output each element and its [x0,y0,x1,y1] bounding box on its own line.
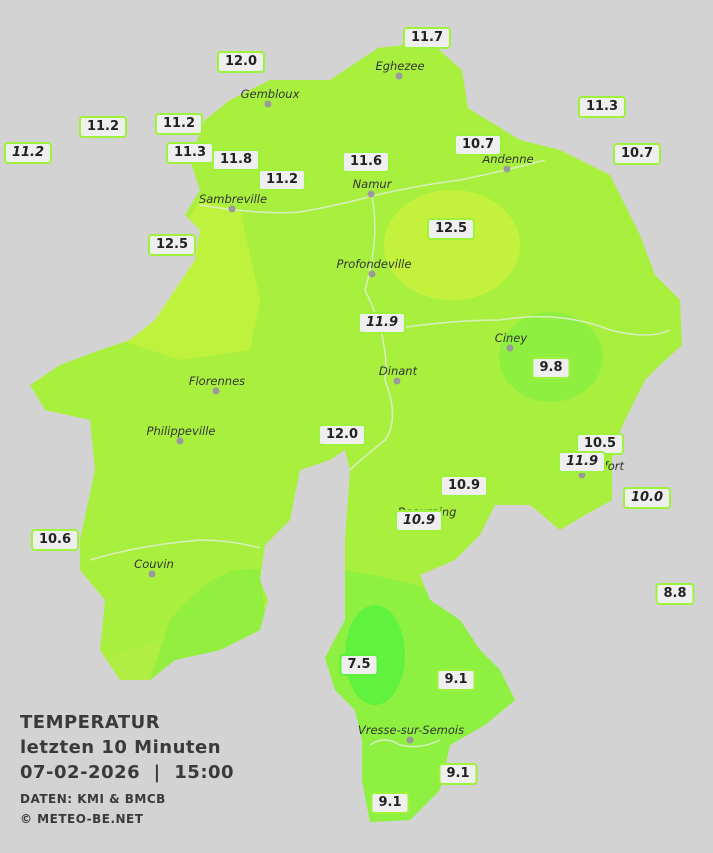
station-value: 11.8 [211,149,261,171]
station-value: 10.6 [30,529,80,551]
legend-copyright: © METEO-BE.NET [20,812,144,826]
station-value: 10.0 [622,487,672,509]
river [384,315,671,336]
city-dot [395,72,403,80]
station-value: 12.5 [426,218,476,240]
city-label: Namur [352,177,392,191]
city-dot [212,387,220,395]
river [369,739,441,748]
city-label: Gembloux [240,87,300,101]
station-value: 11.3 [165,142,215,164]
station-value: 11.3 [577,96,627,118]
zone-warm [90,200,260,360]
zone-cool [320,570,530,822]
station-value: 10.9 [439,475,489,497]
station-value: 8.8 [655,583,695,605]
station-value: 11.9 [557,451,607,473]
city-label: Philippeville [146,424,216,438]
station-value: 10.5 [575,433,625,455]
legend: TEMPERATUR letzten 10 Minuten 07-02-2026… [20,710,234,829]
station-value: 10.9 [394,510,444,532]
city-label: Florennes [188,374,246,388]
city-label: Dinant [378,364,418,378]
station-value: 11.6 [341,151,391,173]
city-dot [148,570,156,578]
station-value: 11.7 [402,27,452,49]
station-value: 11.2 [257,169,307,191]
city-dot [503,165,511,173]
city-dot [264,100,272,108]
station-value: 10.7 [612,143,662,165]
legend-subtitle: letzten 10 Minuten [20,737,222,758]
legend-timestamp: 07-02-2026 | 15:00 [20,762,235,783]
river [89,539,261,561]
city-label: Eghezee [375,59,425,73]
city-dot [176,437,184,445]
station-value: 11.9 [357,312,407,334]
zone-warm [384,190,520,300]
city-dot [367,190,375,198]
station-value: 9.1 [436,669,476,691]
city-dot [368,270,376,278]
city-label: Vresse-sur-Semois [357,723,465,737]
station-value: 9.1 [370,792,410,814]
city-dot [228,205,236,213]
city-dot [578,471,586,479]
city-label: Sambreville [198,192,268,206]
station-value: 11.2 [3,142,53,164]
station-value: 12.0 [216,51,266,73]
station-value: 10.7 [453,134,503,156]
river [349,195,394,471]
station-value: 12.0 [317,424,367,446]
station-value: 12.5 [147,234,197,256]
station-value: 7.5 [339,654,379,676]
legend-title: TEMPERATUR [20,712,161,733]
city-label: Profondeville [336,257,412,271]
city-label: Ciney [494,331,528,345]
station-value: 11.2 [154,113,204,135]
station-value: 11.2 [78,116,128,138]
city-label: Couvin [134,557,174,571]
station-value: 9.1 [438,763,478,785]
legend-source: DATEN: KMI & BMCB [20,792,166,806]
city-dot [506,344,514,352]
city-dot [406,736,414,744]
station-value: 9.8 [531,357,571,379]
city-dot [393,377,401,385]
